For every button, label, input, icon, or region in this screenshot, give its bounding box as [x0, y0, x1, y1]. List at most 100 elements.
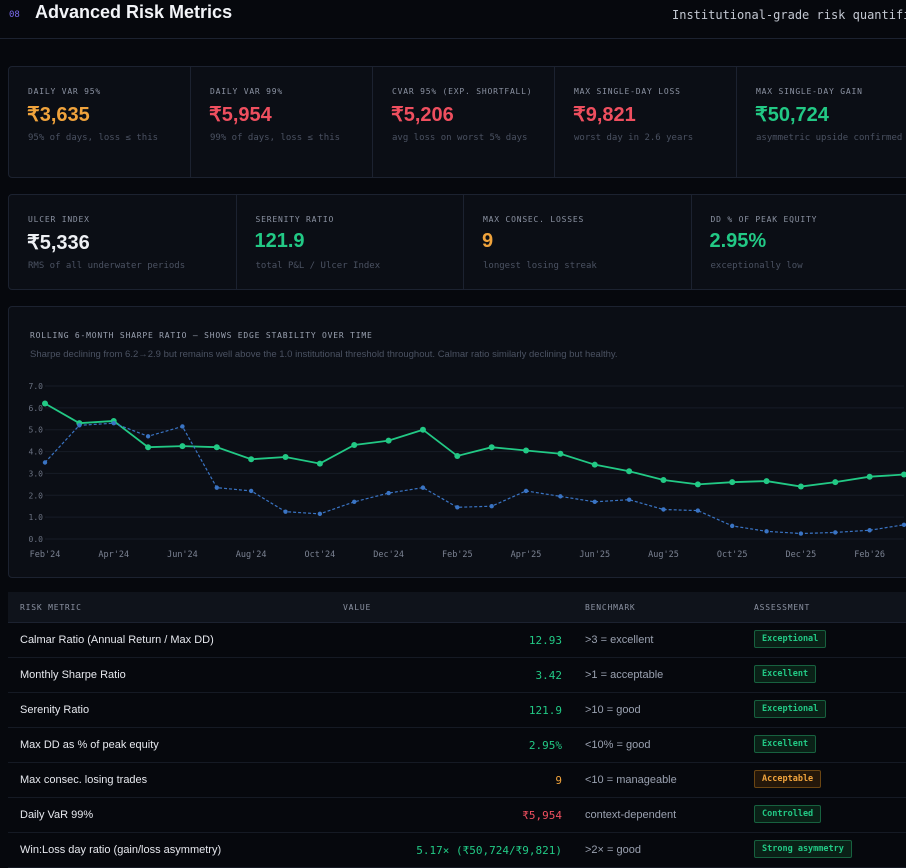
- column-header-assessment: ASSESSMENT: [754, 603, 810, 612]
- sharpe-point: [179, 443, 185, 449]
- metric-card-ulcer-index: ULCER INDEX ₹5,336 RMS of all underwater…: [9, 195, 237, 289]
- table-row: Max DD as % of peak equity 2.95% <10% = go…: [8, 728, 906, 763]
- card-label: CVAR 95% (EXP. SHORTFALL): [392, 87, 532, 96]
- assessment-badge: Controlled: [754, 805, 821, 823]
- metric-name: Max consec. losing trades: [20, 774, 147, 786]
- page-title: Advanced Risk Metrics: [35, 2, 232, 23]
- metric-value: ₹5,954: [522, 809, 562, 822]
- calmar-point: [593, 500, 597, 504]
- var-metrics-row: DAILY VAR 95% ₹3,635 95% of days, loss ≤…: [8, 66, 906, 178]
- calmar-point: [77, 423, 81, 427]
- table-row: Daily VaR 99% ₹5,954 context-dependent Cont…: [8, 798, 906, 833]
- calmar-point: [524, 489, 528, 493]
- x-tick-label: Aug'24: [236, 550, 267, 560]
- sharpe-point: [798, 484, 804, 490]
- table-row: Win:Loss day ratio (gain/loss asymmetry)…: [8, 833, 906, 868]
- x-tick-label: Jun'24: [167, 550, 198, 560]
- metric-benchmark: >3 = excellent: [585, 634, 654, 646]
- calmar-point: [730, 524, 734, 528]
- calmar-point: [43, 460, 47, 464]
- metric-card-var99: DAILY VAR 99% ₹5,954 99% of days, loss ≤…: [191, 67, 373, 177]
- calmar-point: [489, 504, 493, 508]
- calmar-point: [352, 500, 356, 504]
- sharpe-point: [764, 478, 770, 484]
- calmar-point: [455, 505, 459, 509]
- calmar-point: [833, 530, 837, 534]
- section-number: 08: [9, 10, 20, 20]
- x-tick-label: Feb'24: [30, 550, 61, 560]
- sharpe-point: [317, 461, 323, 467]
- calmar-point: [146, 434, 150, 438]
- card-value: ₹5,336: [27, 230, 90, 255]
- x-tick-label: Oct'24: [305, 550, 336, 560]
- x-tick-label: Jun'25: [579, 550, 610, 560]
- y-tick-label: 4.0: [29, 448, 44, 457]
- card-label: MAX SINGLE-DAY GAIN: [756, 87, 863, 96]
- card-label: MAX CONSEC. LOSSES: [483, 215, 584, 224]
- table-header: RISK METRIC VALUE BENCHMARK ASSESSMENT: [8, 592, 906, 623]
- sharpe-point: [248, 456, 254, 462]
- metric-benchmark: <10% = good: [585, 739, 650, 751]
- calmar-point: [799, 531, 803, 535]
- sharpe-point: [626, 468, 632, 474]
- table-row: Calmar Ratio (Annual Return / Max DD)12.…: [8, 623, 906, 658]
- y-tick-label: 6.0: [29, 404, 44, 413]
- metric-benchmark: <10 = manageable: [585, 774, 677, 786]
- metric-value: 2.95%: [529, 739, 562, 752]
- y-tick-label: 2.0: [29, 491, 44, 500]
- assessment-badge: Strong asymmetry: [754, 840, 852, 858]
- card-label: ULCER INDEX: [28, 215, 90, 224]
- calmar-point: [696, 508, 700, 512]
- calmar-point: [627, 497, 631, 501]
- x-tick-label: Dec'24: [373, 550, 404, 560]
- metric-benchmark: context-dependent: [585, 809, 676, 821]
- assessment-badge: Excellent: [754, 735, 816, 753]
- metric-card-max-loss: MAX SINGLE-DAY LOSS ₹9,821 worst day in …: [555, 67, 737, 177]
- card-subtext: asymmetric upside confirmed: [756, 131, 906, 146]
- metric-name: Daily VaR 99%: [20, 809, 93, 821]
- card-label: SERENITY RATIO: [256, 215, 335, 224]
- card-label: MAX SINGLE-DAY LOSS: [574, 87, 681, 96]
- card-label: DD % OF PEAK EQUITY: [711, 215, 818, 224]
- metric-name: Serenity Ratio: [20, 704, 89, 716]
- card-subtext: worst day in 2.6 years: [574, 131, 724, 146]
- card-subtext: exceptionally low: [711, 259, 906, 274]
- sharpe-point: [454, 453, 460, 459]
- page-subtitle: Institutional-grade risk quantificat: [672, 8, 906, 22]
- metric-card-max-gain: MAX SINGLE-DAY GAIN ₹50,724 asymmetric u…: [737, 67, 906, 177]
- assessment-badge: Acceptable: [754, 770, 821, 788]
- chart-title: ROLLING 6-MONTH SHARPE RATIO — SHOWS EDG…: [30, 331, 373, 340]
- metric-name: Calmar Ratio (Annual Return / Max DD): [20, 634, 214, 646]
- sharpe-point: [214, 444, 220, 450]
- y-tick-label: 0.0: [29, 535, 44, 544]
- metric-name: Win:Loss day ratio (gain/loss asymmetry): [20, 844, 221, 856]
- metric-value: 121.9: [529, 704, 562, 717]
- x-tick-label: Apr'24: [98, 550, 129, 560]
- metric-card-dd-peak: DD % OF PEAK EQUITY 2.95% exceptionally …: [692, 195, 906, 289]
- calmar-point: [661, 507, 665, 511]
- metric-name: Max DD as % of peak equity: [20, 739, 159, 751]
- x-tick-label: Feb'25: [442, 550, 473, 560]
- card-label: DAILY VAR 95%: [28, 87, 101, 96]
- sharpe-point: [832, 479, 838, 485]
- x-tick-label: Aug'25: [648, 550, 679, 560]
- card-subtext: total P&L / Ulcer Index: [256, 259, 456, 274]
- sharpe-point: [867, 474, 873, 480]
- sharpe-point: [523, 447, 529, 453]
- calmar-point: [318, 512, 322, 516]
- ulcer-metrics-row: ULCER INDEX ₹5,336 RMS of all underwater…: [8, 194, 906, 290]
- sharpe-point: [592, 462, 598, 468]
- sharpe-point: [660, 477, 666, 483]
- card-subtext: avg loss on worst 5% days: [392, 131, 542, 146]
- card-value: 9: [482, 230, 493, 253]
- y-tick-label: 1.0: [29, 513, 44, 522]
- sharpe-point: [42, 400, 48, 406]
- metric-value: 5.17× (₹50,724/₹9,821): [416, 844, 562, 857]
- y-tick-label: 5.0: [29, 426, 44, 435]
- card-value: ₹5,954: [209, 102, 272, 127]
